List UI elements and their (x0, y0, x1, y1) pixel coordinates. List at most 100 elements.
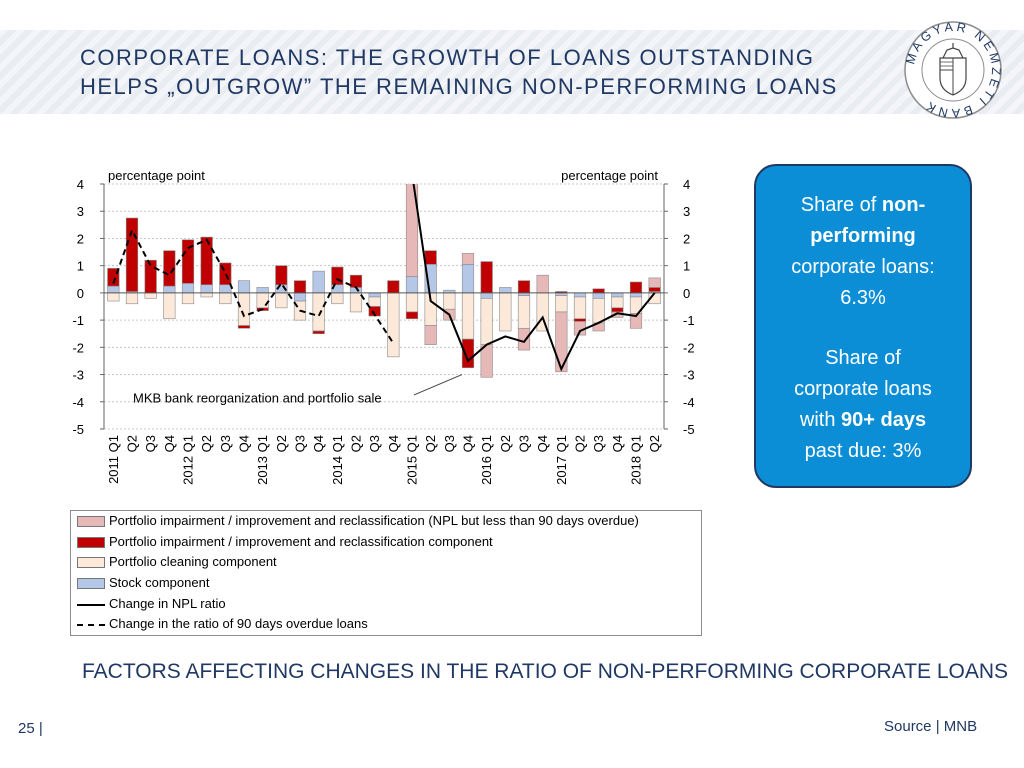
bar-cleaning (368, 296, 381, 307)
info-text: corporate loans: (791, 256, 935, 278)
x-tick-label: Q2 (498, 435, 513, 452)
bar-cleaning (125, 292, 139, 305)
x-tick-label: Q2 (199, 435, 214, 452)
bar-cleaning (256, 292, 269, 309)
x-tick-label: 2016 Q1 (479, 435, 494, 485)
bar-cleaning (555, 295, 568, 313)
x-tick-label: Q3 (367, 435, 382, 452)
bar-impairment (181, 239, 195, 284)
bar-stock (219, 284, 232, 294)
info-text: Share of (825, 347, 901, 369)
npl-share-value: 6.3% (840, 287, 886, 309)
source-note: Source | MNB (884, 718, 978, 735)
annotation-pointer (413, 374, 463, 396)
line-npl-ratio (412, 184, 656, 372)
bar-cleaning (387, 292, 400, 358)
bar-stock (368, 292, 381, 298)
legend-label: Change in the ratio of 90 days overdue l… (109, 616, 368, 631)
y-tick-label-left: -5 (72, 422, 84, 437)
bar-stock (405, 276, 419, 294)
line-90days-ratio (112, 227, 395, 344)
x-tick-label: Q3 (218, 435, 233, 452)
y-tick-label-left: 0 (77, 286, 84, 301)
y-tick-label-left: -1 (72, 313, 84, 328)
info-text: corporate loans (794, 378, 932, 400)
npl-chart: 4 4 3 3 2 2 1 1 0 0 -1 -1 -2 -2 -3 -3 -4 -4 -5 -5 percentage… (72, 168, 695, 485)
bar-impairment (163, 250, 176, 287)
bar-stock (293, 292, 307, 302)
info-text: Share of (800, 194, 882, 216)
x-tick-label: Q4 (535, 435, 550, 452)
y-tick-label-right: -1 (683, 313, 695, 328)
y-tick-label-right: 3 (683, 204, 690, 219)
npl-share-text: Share of non- performing corporate loans… (756, 190, 970, 314)
legend-label: Stock component (109, 575, 210, 590)
bar-impairment (517, 280, 531, 294)
bar-impairment (461, 338, 475, 369)
bar-npl-less-90 (461, 253, 475, 265)
bar-cleaning (499, 292, 512, 332)
header-band (0, 30, 1024, 114)
bar-impairment (125, 217, 139, 292)
y-tick-label-left: 2 (77, 231, 84, 246)
x-tick-label: 2012 Q1 (181, 435, 196, 485)
bar-stock (573, 292, 587, 298)
bar-impairment (237, 325, 251, 329)
bar-npl-less-90 (405, 184, 419, 277)
y-tick-label-right: 2 (683, 231, 690, 246)
x-tick-label: Q2 (573, 435, 588, 452)
bar-stock (592, 292, 605, 299)
y-tick-label-left: 3 (77, 204, 84, 219)
bar-impairment (648, 287, 661, 292)
x-tick-label: Q3 (293, 435, 308, 452)
x-tick-label: Q4 (610, 435, 625, 452)
x-tick-label: 2014 Q1 (330, 435, 345, 485)
y-tick-label-left: -2 (72, 340, 84, 355)
bar-impairment (629, 281, 643, 294)
bar-impairment (200, 236, 213, 286)
x-tick-label: 2013 Q1 (255, 435, 270, 485)
bar-cleaning (275, 292, 288, 309)
bar-impairment (424, 250, 437, 265)
bar-impairment (331, 266, 344, 286)
bar-cleaning (107, 292, 120, 302)
y-tick-label-left: 4 (77, 177, 84, 192)
bar-stock (237, 280, 251, 294)
bar-cleaning (405, 292, 419, 313)
bar-impairment (405, 311, 419, 320)
y-tick-label-right: -2 (683, 340, 695, 355)
x-tick-label: Q3 (143, 435, 158, 452)
bar-impairment (611, 307, 624, 313)
y-tick-label-left: 1 (77, 259, 84, 274)
bar-impairment (573, 318, 587, 322)
x-tick-label: Q4 (237, 435, 252, 452)
x-tick-label: 2015 Q1 (405, 435, 420, 485)
info-bold: 90+ days (841, 409, 927, 431)
bar-cleaning (517, 295, 531, 329)
bar-impairment (293, 280, 307, 294)
y-tick-label-right: -4 (683, 395, 695, 410)
bar-cleaning (592, 298, 605, 324)
x-tick-label: Q2 (274, 435, 289, 452)
y-tick-label-right: -3 (683, 368, 695, 383)
bar-stock (629, 292, 643, 298)
slide-title: CORPORATE LOANS: THE GROWTH OF LOANS OUT… (80, 43, 900, 101)
x-tick-label: Q3 (517, 435, 532, 452)
legend-dashed-line (77, 624, 105, 626)
legend-label: Portfolio impairment / improvement and r… (109, 534, 493, 549)
bar-stock (200, 284, 213, 294)
legend-line (77, 604, 105, 606)
bar-cleaning (312, 292, 325, 332)
y-tick-label-right: -5 (683, 422, 695, 437)
x-tick-label: Q3 (591, 435, 606, 452)
bar-impairment (480, 261, 493, 294)
bar-stock (499, 287, 512, 294)
annotation-text: MKB bank reorganization and portfolio sa… (133, 391, 382, 406)
bar-cleaning (144, 292, 157, 299)
bar-cleaning (237, 292, 251, 326)
x-tick-label: 2018 Q1 (629, 435, 644, 485)
bar-impairment (312, 330, 325, 335)
legend-label: Portfolio impairment / improvement and r… (109, 513, 639, 528)
info-bold: performing (810, 225, 916, 247)
bar-npl-less-90 (555, 311, 568, 373)
